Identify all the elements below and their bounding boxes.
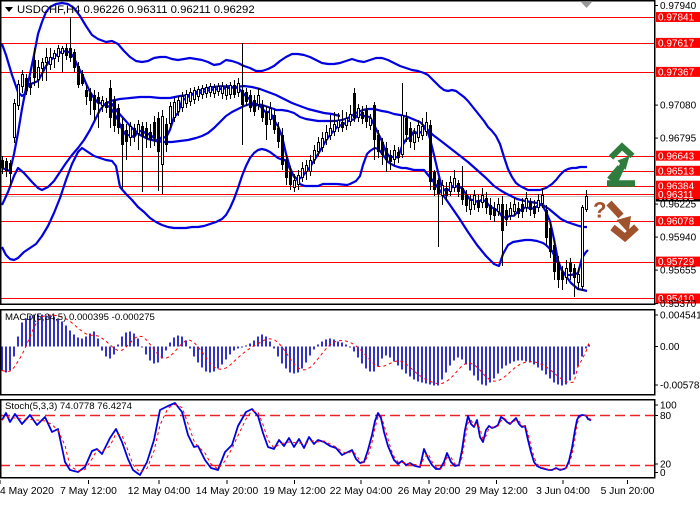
svg-text:0.97080: 0.97080 [660, 101, 697, 112]
svg-text:Stoch(5,3,3) 74.0778 76.4274: Stoch(5,3,3) 74.0778 76.4274 [5, 401, 133, 412]
svg-text:0.004541: 0.004541 [660, 311, 700, 322]
svg-text:20: 20 [660, 460, 672, 471]
svg-text:0.97841: 0.97841 [658, 13, 695, 24]
svg-text:29 May 12:00: 29 May 12:00 [465, 486, 528, 497]
svg-text:0.97617: 0.97617 [658, 39, 695, 50]
svg-text:26 May 20:00: 26 May 20:00 [398, 486, 461, 497]
svg-text:22 May 04:00: 22 May 04:00 [330, 486, 393, 497]
svg-text:7 May 12:00: 7 May 12:00 [60, 486, 117, 497]
svg-text:0.00: 0.00 [660, 342, 680, 353]
svg-text:0.96225: 0.96225 [660, 200, 697, 211]
svg-text:4 May 2020: 4 May 2020 [0, 486, 54, 497]
svg-text:100: 100 [660, 401, 677, 412]
svg-text:0.95655: 0.95655 [660, 266, 697, 277]
svg-text:0.96311: 0.96311 [658, 190, 694, 201]
svg-text:0.95370: 0.95370 [660, 299, 697, 310]
svg-text:0.95729: 0.95729 [658, 257, 695, 268]
svg-text:12 May 04:00: 12 May 04:00 [128, 486, 191, 497]
svg-text:USDCHF,H4 0.96226 0.96311 0.96: USDCHF,H4 0.96226 0.96311 0.96211 0.9629… [17, 4, 255, 16]
svg-text:19 May 12:00: 19 May 12:00 [263, 486, 326, 497]
svg-text:0: 0 [660, 468, 666, 479]
svg-text:0.96384: 0.96384 [658, 181, 695, 192]
svg-text:MACD(5,34,5) 0.000395 -0.00027: MACD(5,34,5) 0.000395 -0.000275 [5, 312, 155, 323]
svg-text:5 Jun 20:00: 5 Jun 20:00 [601, 486, 655, 497]
svg-text:0.97940: 0.97940 [660, 1, 697, 12]
svg-text:3 Jun 04:00: 3 Jun 04:00 [536, 486, 590, 497]
svg-text:0.96513: 0.96513 [658, 166, 695, 177]
svg-text:0.96078: 0.96078 [658, 217, 695, 228]
svg-text:80: 80 [660, 411, 672, 422]
svg-text:?: ? [593, 198, 606, 223]
svg-text:0.97367: 0.97367 [658, 68, 695, 79]
svg-text:0.96643: 0.96643 [658, 151, 695, 162]
svg-text:14 May 20:00: 14 May 20:00 [196, 486, 259, 497]
svg-text:0.96795: 0.96795 [660, 134, 697, 145]
svg-text:0.95410: 0.95410 [658, 294, 695, 305]
svg-text:0.95940: 0.95940 [660, 233, 697, 244]
